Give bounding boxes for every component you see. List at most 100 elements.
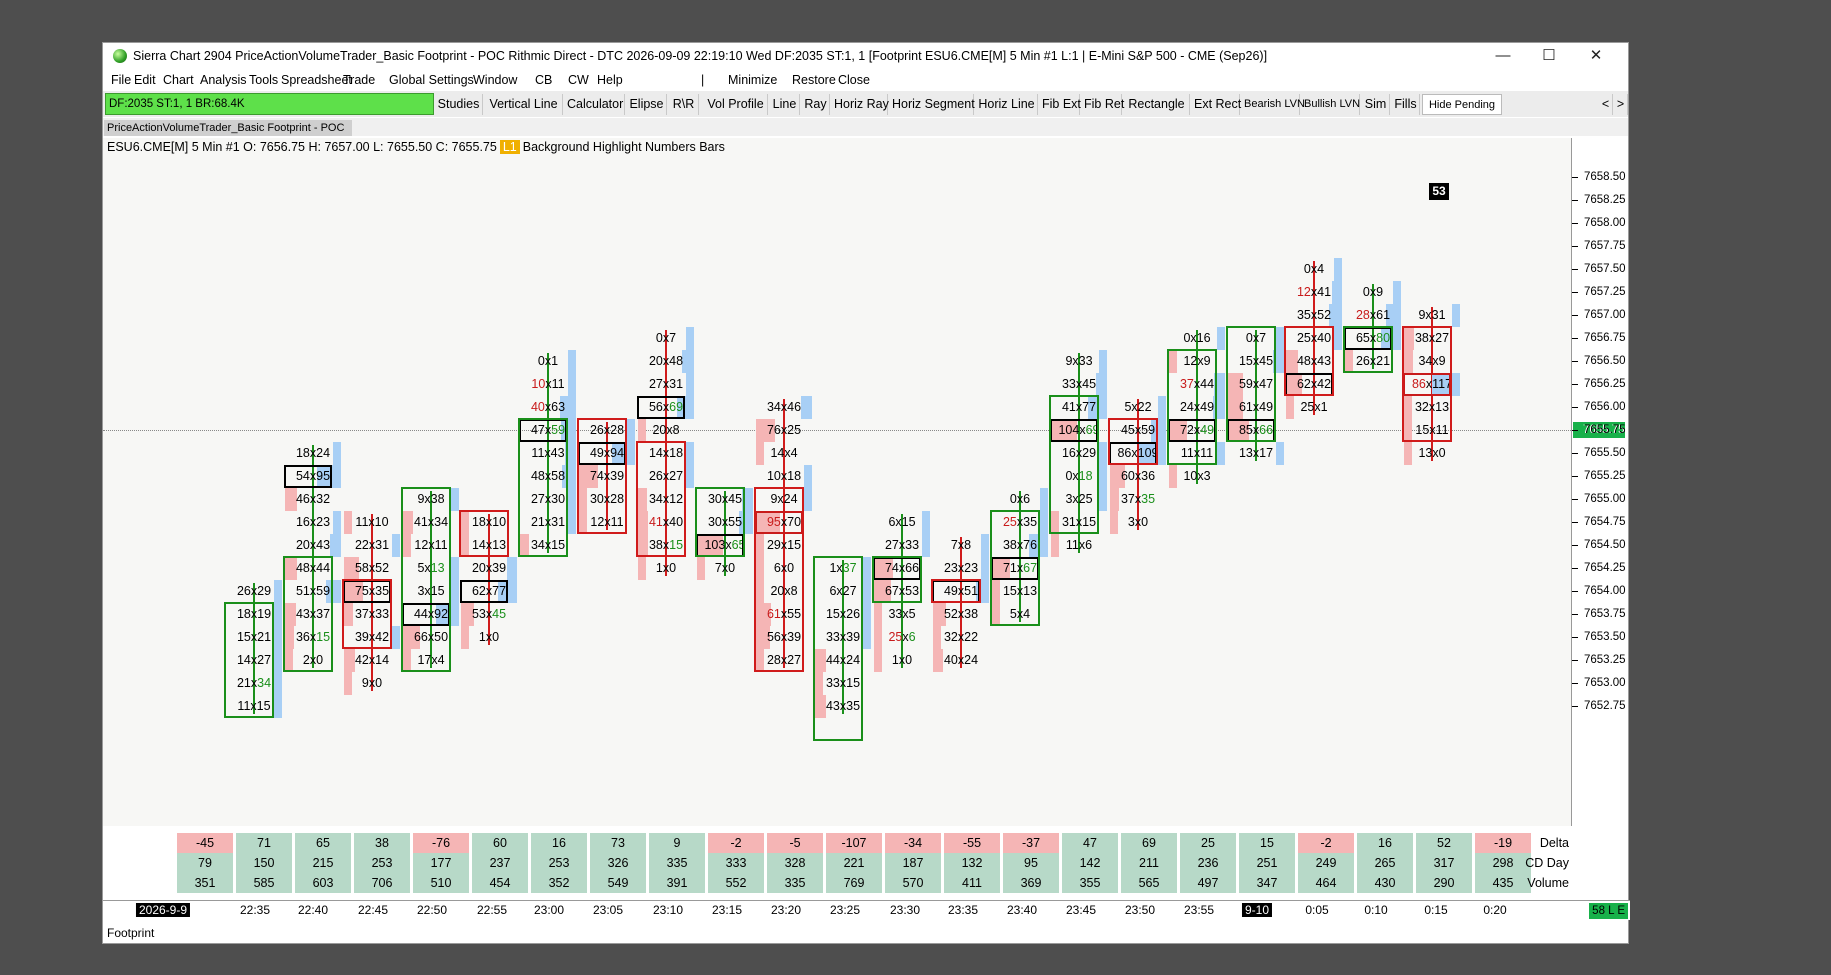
menu-edit[interactable]: Edit [134,73,156,87]
menu-minimize[interactable]: Minimize [728,73,778,87]
price-level-cell: 30x45 [697,488,753,511]
toolbar-ray-button[interactable]: Ray [802,94,830,115]
menu-spreadsheet[interactable]: Spreadsheet [281,73,352,87]
toolbar-vol-profile-button[interactable]: Vol Profile [704,94,768,115]
toolbar-bullish-lvn-button[interactable]: Bullish LVN [1302,94,1360,115]
volume-shade [686,442,694,465]
price-level-cell: 9x24 [756,488,812,511]
menu-help[interactable]: Help [597,73,623,87]
price-level-cell: 74x66 [874,557,930,580]
toolbar-horiz-line-button[interactable]: Horiz Line [976,94,1038,115]
volume-shade [274,695,282,718]
tab-footprint-poc[interactable]: PriceActionVolumeTrader_Basic Footprint … [104,120,352,136]
bar-wick [1196,330,1198,484]
toolbar-calculator-button[interactable]: Calculator [565,94,625,115]
volume-shade [1099,465,1107,488]
bid-ask-text: 34x9 [1418,354,1446,368]
bid-ask-text: 65x80 [1355,331,1391,345]
bid-ask-text: 48x58 [530,469,566,483]
time-axis[interactable]: 58 L E 2026-9-9 22:35 22:40 22:45 22:50 22:55… [103,900,1630,920]
price-level-cell: 48x43 [1286,350,1342,373]
volume-shade [874,603,883,626]
toolbar---button[interactable]: < [1599,94,1613,115]
menu-close[interactable]: Close [838,73,870,87]
chart-window: Sierra Chart 2904 PriceActionVolumeTrade… [102,42,1630,944]
bid-ask-text: 20x43 [295,538,331,552]
menu-global-settings[interactable]: Global Settings [389,73,474,87]
bid-ask-text: 36x15 [295,630,331,644]
volume-shade [686,373,694,396]
toolbar-sim-button[interactable]: Sim [1362,94,1390,115]
volume-shade [922,511,930,534]
menu-tools[interactable]: Tools [249,73,279,87]
price-level-cell: 23x23 [933,557,989,580]
price-level-cell: 45x59 [1110,419,1166,442]
volume-shade [1393,281,1401,304]
bid-ask-text: 25x6 [888,630,916,644]
menu-bar: File Edit Chart Analysis Tools Spreadsheet Tra… [103,70,1628,90]
menu-file[interactable]: File [111,73,132,87]
menu-trade[interactable]: Trade [343,73,376,87]
toolbar-hide-pending-button[interactable]: Hide Pending [1422,94,1502,115]
toolbar---button[interactable]: > [1614,94,1628,115]
toolbar-bearish-lvn-button[interactable]: Bearish LVN [1242,94,1305,115]
bid-ask-text: 27x31 [648,377,684,391]
close-button[interactable]: ✕ [1589,47,1603,64]
menu-analysis[interactable]: Analysis [200,73,247,87]
toolbar-horiz-ray-button[interactable]: Horiz Ray [832,94,889,115]
menu-chart[interactable]: Chart [163,73,194,87]
volume-shade [317,465,341,488]
stat-cd-cell: 142 [1062,853,1118,873]
toolbar-fib-ext-button[interactable]: Fib Ext [1040,94,1081,115]
menu-window[interactable]: Window [473,73,518,87]
bid-ask-text: 49x51 [943,584,979,598]
candle-body [813,556,863,741]
bid-ask-text: 56x69 [648,400,684,414]
toolbar-r-r-button[interactable]: R\R [669,94,699,115]
price-axis[interactable]: 7655.75 7658.50 7658.25 7658.00 7657.75 7657… [1571,138,1628,826]
volume-shade [1039,511,1048,534]
price-level-cell: 20x48 [638,350,694,373]
volume-shade [874,649,882,672]
volume-shade [933,649,943,672]
menu-cw[interactable]: CW [568,73,589,87]
stat-vol-cell: 369 [1003,873,1059,893]
menu-cb[interactable]: CB [535,73,553,87]
volume-shade [403,534,411,557]
toolbar-rectangle-button[interactable]: Rectangle [1124,94,1190,115]
price-tick: 7656.25 [1572,378,1626,390]
minimize-button[interactable]: — [1495,47,1511,64]
time-label: 22:50 [416,903,448,917]
volume-shade [861,557,871,580]
toolbar-ext-rect-button[interactable]: Ext Rect [1192,94,1241,115]
title-bar[interactable]: Sierra Chart 2904 PriceActionVolumeTrade… [103,43,1628,69]
volume-shade [921,534,930,557]
bid-ask-text: 29x15 [766,538,802,552]
bid-ask-text: 9x31 [1418,308,1446,322]
bid-ask-text: 6x27 [829,584,857,598]
bar-wick [1255,330,1257,461]
toolbar-vertical-line-button[interactable]: Vertical Line [485,94,563,115]
stat-delta-cell: 47 [1062,833,1118,853]
bid-ask-text: 20x48 [648,354,684,368]
toolbar-fills-button[interactable]: Fills [1392,94,1420,115]
toolbar-fib-ret-button[interactable]: Fib Ret [1082,94,1124,115]
bid-ask-text: 34x46 [766,400,802,414]
toolbar-horiz-segment-button[interactable]: Horiz Segment [890,94,975,115]
bid-ask-text: 9x0 [361,676,383,690]
volume-shade [285,603,296,626]
toolbar-elipse-button[interactable]: Elipse [627,94,667,115]
bid-ask-text: 14x18 [648,446,684,460]
bid-ask-text: 3x25 [1065,492,1093,506]
price-level-cell: 11x43 [520,442,576,465]
bid-ask-text: 2x0 [302,653,324,667]
toolbar-line-button[interactable]: Line [770,94,800,115]
stat-delta-cell: 25 [1180,833,1236,853]
menu-restore[interactable]: Restore [792,73,836,87]
maximize-button[interactable]: ☐ [1542,47,1556,64]
footprint-chart[interactable]: ESU6.CME[M] 5 Min #1 O: 7656.75 H: 7657.… [103,138,1571,826]
bid-ask-text: 24x49 [1179,400,1215,414]
time-label: 0:20 [1483,903,1507,917]
price-tick: 7653.50 [1572,631,1626,643]
toolbar-studies-button[interactable]: Studies [435,94,483,115]
